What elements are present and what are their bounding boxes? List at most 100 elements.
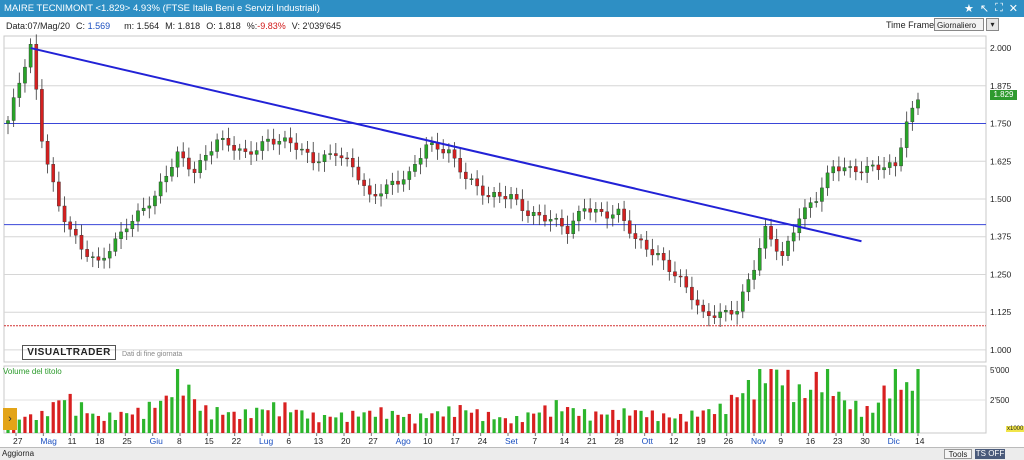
volume-bar	[515, 416, 519, 433]
candle-body	[237, 148, 242, 151]
candle-body	[594, 208, 598, 213]
volume-bar	[543, 405, 547, 433]
volume-bar	[509, 423, 513, 433]
candle-body	[531, 212, 536, 216]
volume-bar	[656, 421, 660, 433]
ts-off-button[interactable]: TS OFF	[975, 449, 1005, 459]
candle-body	[469, 178, 474, 180]
volume-bar	[667, 417, 671, 433]
candle-body	[740, 291, 745, 312]
volume-bar	[175, 369, 180, 433]
close-icon[interactable]: ✕	[1008, 3, 1018, 15]
candle-body	[650, 249, 655, 256]
candle-body	[260, 141, 265, 151]
candle-body	[452, 149, 457, 159]
candle-body	[842, 167, 847, 172]
candle-body	[543, 214, 547, 222]
volume-bar	[209, 419, 214, 433]
candle-body	[464, 171, 468, 179]
volume-bar	[277, 416, 281, 433]
min-info: m: 1.564	[124, 21, 160, 31]
timeframe-select[interactable]: Giornaliero	[934, 18, 984, 31]
title-bar: MAIRE TECNIMONT <1.829> 4.93% (FTSE Ital…	[0, 0, 1024, 17]
candle-body	[45, 141, 50, 165]
candle-body	[916, 99, 920, 109]
volume-bar	[882, 385, 886, 433]
volume-bar	[85, 413, 89, 433]
candle-body	[661, 253, 666, 261]
candle-body	[345, 157, 349, 160]
volume-bar	[537, 412, 541, 433]
candle-body	[74, 229, 78, 236]
volume-bar	[780, 385, 784, 433]
candle-body	[707, 311, 711, 316]
candle-body	[791, 232, 796, 242]
volume-bar	[503, 418, 507, 433]
volume-bar	[79, 402, 84, 433]
candle-body	[480, 185, 485, 196]
candle-body	[509, 194, 513, 200]
volume-bar	[876, 402, 881, 433]
favorite-icon[interactable]: ★	[963, 3, 974, 15]
volume-bar	[266, 410, 270, 433]
volume-bar	[763, 383, 767, 433]
volume-bar	[272, 402, 276, 433]
volume-units-badge: x1000	[1006, 426, 1024, 432]
timeframe-dropdown-button[interactable]: ▾	[986, 18, 999, 31]
x-tick-label: 24	[478, 436, 488, 446]
maximize-icon[interactable]: ⛶	[995, 2, 1003, 14]
y-tick-label: 1.875	[990, 81, 1012, 91]
candle-body	[441, 149, 446, 154]
x-tick-label: 18	[95, 436, 105, 446]
volume-bar	[786, 369, 790, 433]
data-source-note: Dati di fine giornata	[122, 351, 183, 358]
volume-bar	[599, 414, 604, 433]
x-tick-label: 28	[614, 436, 624, 446]
volume-bar	[68, 393, 72, 433]
candle-body	[582, 208, 587, 212]
volume-bar	[486, 411, 491, 433]
candle-body	[136, 210, 140, 222]
x-tick-label: 11	[68, 436, 77, 446]
x-tick-label: 14	[560, 436, 570, 446]
max-info: M: 1.818	[165, 21, 201, 31]
status-bar: Aggiorna Tools TS OFF	[0, 447, 1024, 460]
timeframe-label: Time Frame	[886, 20, 935, 30]
volume-bar	[430, 413, 434, 433]
date-info: Data:07/Mag/20	[6, 21, 71, 31]
candle-body	[695, 299, 700, 306]
candle-body	[113, 238, 118, 252]
draw-tool-icon[interactable]: ↖	[979, 3, 990, 15]
candle-body	[153, 195, 157, 207]
candle-body	[887, 162, 892, 168]
candle-body	[712, 315, 717, 318]
candle-body	[305, 148, 310, 153]
x-tick-label: Giu	[150, 436, 164, 446]
x-tick-label: 27	[13, 436, 23, 446]
candle-body	[28, 44, 33, 68]
candle-body	[294, 142, 299, 150]
volume-bar	[560, 411, 564, 433]
candle-body	[554, 218, 559, 220]
candle-body	[215, 139, 219, 152]
candle-body	[317, 161, 321, 164]
window-title: MAIRE TECNIMONT <1.829> 4.93% (FTSE Ital…	[4, 3, 320, 14]
volume-bar	[464, 410, 468, 433]
volume-bar	[605, 414, 609, 433]
volume-bar	[594, 411, 598, 433]
volume-bar	[119, 411, 123, 433]
candle-body	[164, 175, 169, 183]
candle-body	[62, 205, 67, 223]
expand-panel-arrow-icon[interactable]: ›	[3, 408, 17, 430]
y-tick-label: 1.250	[990, 269, 1012, 279]
tools-button[interactable]: Tools	[944, 449, 972, 459]
candle-body	[644, 239, 649, 250]
volume-bar	[905, 382, 909, 433]
refresh-button[interactable]: Aggiorna	[2, 449, 35, 458]
volume-bar	[249, 418, 253, 433]
volume-bar	[441, 416, 445, 433]
volume-bar	[899, 389, 903, 433]
volume-bar	[147, 401, 151, 433]
candle-body	[11, 97, 16, 121]
